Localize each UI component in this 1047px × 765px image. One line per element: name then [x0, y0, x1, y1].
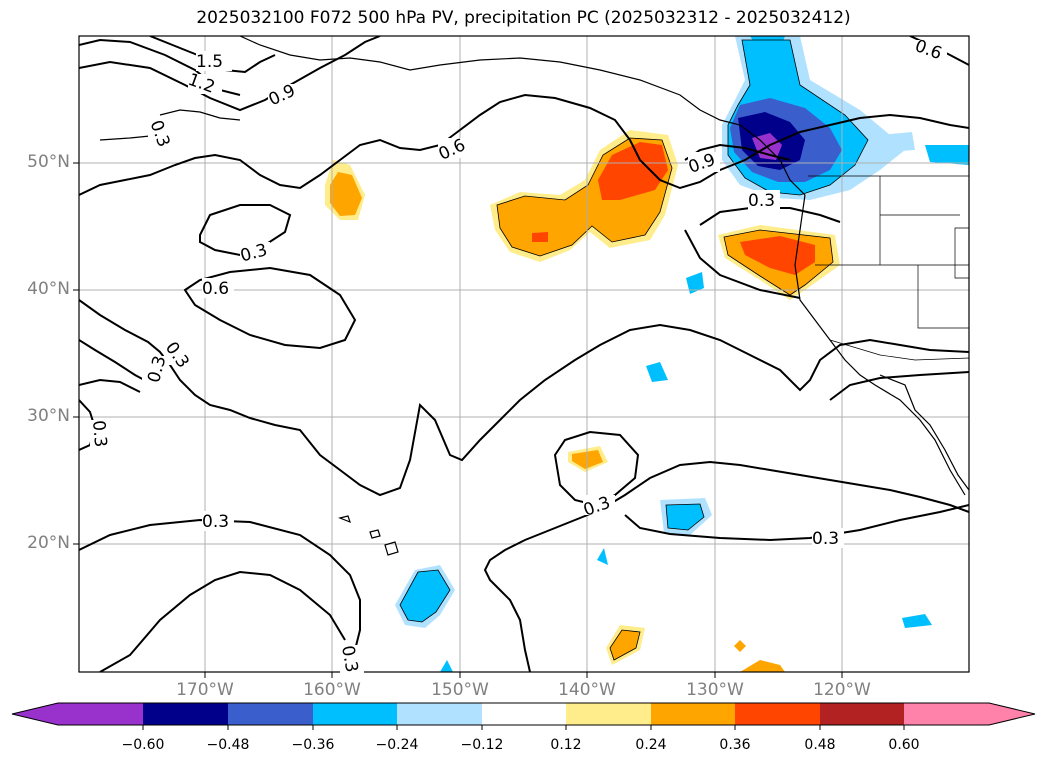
coastlines: [99, 36, 969, 556]
colorbar-extend-right: [989, 703, 1035, 725]
colorbar-segment: [651, 703, 735, 725]
contour-label: 0.6: [202, 279, 229, 299]
colorbar-tick-label: 0.36: [719, 737, 751, 753]
colorbar-outline: [11, 702, 1036, 726]
colorbar-tick-label: −0.48: [206, 737, 250, 753]
colorbar-segment: [735, 703, 820, 725]
negative-anomaly-small-2: [686, 272, 704, 294]
longitude-label: 120°W: [813, 680, 871, 700]
positive-anomaly-coast-strong: [740, 236, 815, 275]
colorbar-segment: [313, 703, 397, 725]
colorbar-tick-label: 0.12: [550, 737, 582, 753]
contour-label-group: 1.5 1.2 0.9 0.3 0.6 0.9 0.3 0.3 0.6 0.3 …: [88, 36, 947, 674]
contour-label: 0.3: [337, 644, 361, 674]
map-title: 2025032100 F072 500 hPa PV, precipitatio…: [196, 8, 851, 28]
contour-label: 0.3: [812, 529, 839, 549]
colorbar-segment: [904, 703, 989, 725]
colorbar: [11, 702, 1036, 730]
latitude-label: 30°N: [27, 406, 70, 426]
negative-anomaly-small-8: [440, 660, 453, 672]
positive-anomaly-pacific-small: [532, 232, 548, 242]
colorbar-segment: [228, 703, 313, 725]
colorbar-segment: [820, 703, 904, 725]
colorbar-segment: [143, 703, 228, 725]
longitude-label: 140°W: [558, 680, 616, 700]
latitude-label: 40°N: [27, 279, 70, 299]
positive-anomaly-west: [330, 172, 362, 216]
positive-anomaly-small-4: [740, 660, 785, 672]
colorbar-tick-label: 0.60: [888, 737, 920, 753]
shading-outlines: [399, 39, 869, 661]
negative-anomaly-small-7: [597, 548, 608, 565]
colorbar-ticks: [142, 725, 905, 730]
colorbar-extend-left: [12, 703, 58, 725]
latitude-label: 20°N: [27, 533, 70, 553]
positive-anomaly-pacific-strong: [598, 142, 668, 200]
contour-label: 0.3: [88, 419, 110, 448]
map-frame: [78, 35, 970, 673]
colorbar-segment: [58, 703, 143, 725]
colorbar-tick-label: −0.60: [121, 737, 165, 753]
colorbar-segment: [566, 703, 651, 725]
colorbar-tick-label: 0.24: [635, 737, 667, 753]
political-borders: [808, 175, 969, 361]
positive-anomaly-small-3: [734, 640, 746, 652]
longitude-label: 130°W: [686, 680, 744, 700]
colorbar-tick-label: −0.12: [460, 737, 504, 753]
colorbar-tick-label: −0.24: [375, 737, 419, 753]
longitude-label: 170°W: [176, 680, 234, 700]
contour-label: 0.3: [202, 512, 229, 532]
colorbar-tick-label: 0.48: [804, 737, 836, 753]
negative-anomaly-small-4b: [666, 504, 704, 530]
negative-anomaly-east: [925, 145, 969, 165]
axis-ticks: [73, 162, 843, 678]
negative-anomaly-small-3: [646, 362, 668, 382]
contour-label: 1.5: [196, 52, 223, 72]
longitude-label: 160°W: [303, 680, 361, 700]
negative-anomaly-east-2: [880, 132, 915, 152]
latitude-label: 50°N: [27, 152, 70, 172]
positive-anomaly-small-2b: [610, 630, 640, 660]
colorbar-segment: [482, 703, 566, 725]
pv-contours: [79, 36, 969, 672]
longitude-label: 150°W: [431, 680, 489, 700]
colorbar-segment: [397, 703, 482, 725]
negative-anomaly-small-6: [902, 614, 932, 628]
contour-label: 0.3: [748, 191, 775, 211]
colorbar-tick-label: −0.36: [291, 737, 335, 753]
